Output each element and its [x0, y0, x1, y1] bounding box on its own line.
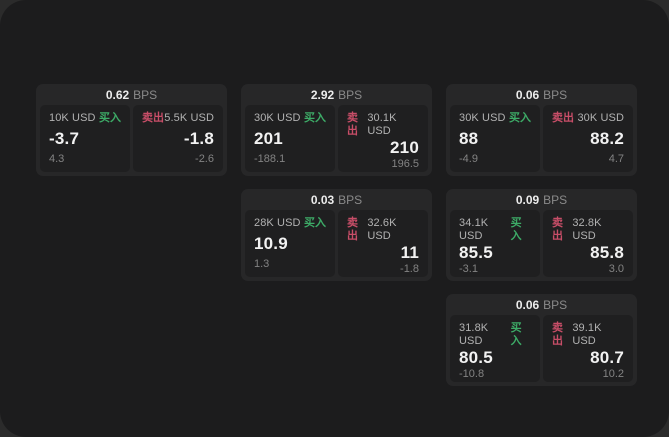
buy-notional: 31.8K USD	[459, 322, 489, 347]
buy-panel[interactable]: 31.8K USD 买入 80.5 -10.8	[450, 315, 540, 382]
bps-value: 0.06	[515, 87, 540, 102]
buy-tag: 买入	[99, 112, 121, 124]
quote-panels: 34.1K USD 买入 85.5 -3.1 卖出 32.8K USD 85.8…	[450, 210, 633, 277]
card-header: 0.06 BPS	[450, 84, 633, 105]
buy-panel[interactable]: 30K USD 买入 88 -4.9	[450, 105, 540, 172]
quote-panels: 10K USD 买入 -3.7 4.3 卖出 5.5K USD -1.8 -2.…	[40, 105, 223, 172]
sell-price: -1.8	[183, 129, 214, 148]
sell-notional: 5.5K USD	[164, 112, 214, 124]
card-header: 0.62 BPS	[40, 84, 223, 105]
sell-sub-value: -2.6	[195, 153, 214, 165]
bps-value: 0.62	[105, 87, 130, 102]
buy-panel[interactable]: 34.1K USD 买入 85.5 -3.1	[450, 210, 540, 277]
bps-unit-label: BPS	[543, 87, 568, 102]
quote-card: 0.06 BPS 31.8K USD 买入 80.5 -10.8 卖出 39.1…	[446, 294, 637, 386]
buy-price: 10.9	[254, 234, 288, 253]
sell-sub-value: 4.7	[608, 153, 624, 165]
sell-price: 80.7	[590, 348, 624, 367]
buy-price: 85.5	[459, 243, 493, 262]
sell-sub-value: 196.5	[391, 158, 419, 170]
sell-notional: 30K USD	[577, 112, 624, 124]
bps-unit-label: BPS	[543, 192, 568, 207]
buy-price: -3.7	[49, 129, 80, 148]
buy-sub-value: 1.3	[254, 258, 270, 270]
buy-price: 88	[459, 129, 479, 148]
sell-sub-value: 10.2	[602, 368, 624, 380]
quote-panels: 30K USD 买入 201 -188.1 卖出 30.1K USD 210 1…	[245, 105, 428, 172]
buy-notional: 10K USD	[49, 112, 96, 124]
buy-tag: 买入	[510, 217, 522, 242]
card-header: 0.03 BPS	[245, 189, 428, 210]
buy-notional: 30K USD	[459, 112, 506, 124]
bps-value: 2.92	[310, 87, 335, 102]
sell-panel[interactable]: 卖出 32.6K USD 11 -1.8	[338, 210, 428, 277]
sell-tag: 卖出	[552, 217, 563, 242]
buy-panel[interactable]: 10K USD 买入 -3.7 4.3	[40, 105, 130, 172]
bps-unit-label: BPS	[133, 87, 158, 102]
sell-sub-value: 3.0	[608, 263, 624, 275]
sell-price: 88.2	[590, 129, 624, 148]
quote-card: 0.03 BPS 28K USD 买入 10.9 1.3 卖出 32.6K US…	[241, 189, 432, 281]
bps-unit-label: BPS	[338, 87, 363, 102]
quote-panels: 28K USD 买入 10.9 1.3 卖出 32.6K USD 11 -1.8	[245, 210, 428, 277]
buy-price: 201	[254, 129, 283, 148]
bps-unit-label: BPS	[543, 297, 568, 312]
sell-tag: 卖出	[347, 112, 358, 137]
bps-value: 0.03	[310, 192, 335, 207]
sell-tag: 卖出	[552, 112, 574, 124]
buy-panel[interactable]: 28K USD 买入 10.9 1.3	[245, 210, 335, 277]
buy-sub-value: 4.3	[49, 153, 65, 165]
buy-tag: 买入	[510, 322, 522, 347]
sell-panel[interactable]: 卖出 30K USD 88.2 4.7	[543, 105, 633, 172]
cards-grid: 0.62 BPS 10K USD 买入 -3.7 4.3 卖出 5.5K USD…	[36, 84, 637, 386]
buy-tag: 买入	[304, 112, 326, 124]
card-header: 2.92 BPS	[245, 84, 428, 105]
buy-sub-value: -4.9	[459, 153, 478, 165]
quote-panels: 30K USD 买入 88 -4.9 卖出 30K USD 88.2 4.7	[450, 105, 633, 172]
sell-notional: 39.1K USD	[572, 322, 602, 347]
sell-notional: 32.6K USD	[367, 217, 397, 242]
quote-card: 0.06 BPS 30K USD 买入 88 -4.9 卖出 30K USD 8…	[446, 84, 637, 176]
bps-value: 0.06	[515, 297, 540, 312]
sell-notional: 30.1K USD	[367, 112, 397, 137]
sell-price: 11	[400, 243, 419, 262]
sell-tag: 卖出	[552, 322, 563, 347]
buy-notional: 34.1K USD	[459, 217, 489, 242]
sell-sub-value: -1.8	[400, 263, 419, 275]
sell-notional: 32.8K USD	[572, 217, 602, 242]
card-header: 0.06 BPS	[450, 294, 633, 315]
buy-sub-value: -3.1	[459, 263, 478, 275]
sell-price: 210	[390, 138, 419, 157]
sell-panel[interactable]: 卖出 30.1K USD 210 196.5	[338, 105, 428, 172]
buy-notional: 28K USD	[254, 217, 301, 229]
sell-panel[interactable]: 卖出 39.1K USD 80.7 10.2	[543, 315, 633, 382]
sell-panel[interactable]: 卖出 5.5K USD -1.8 -2.6	[133, 105, 223, 172]
quote-card: 0.09 BPS 34.1K USD 买入 85.5 -3.1 卖出 32.8K…	[446, 189, 637, 281]
bps-value: 0.09	[515, 192, 540, 207]
sell-panel[interactable]: 卖出 32.8K USD 85.8 3.0	[543, 210, 633, 277]
quote-card: 0.62 BPS 10K USD 买入 -3.7 4.3 卖出 5.5K USD…	[36, 84, 227, 176]
buy-panel[interactable]: 30K USD 买入 201 -188.1	[245, 105, 335, 172]
sell-tag: 卖出	[142, 112, 164, 124]
buy-tag: 买入	[509, 112, 531, 124]
buy-notional: 30K USD	[254, 112, 301, 124]
card-header: 0.09 BPS	[450, 189, 633, 210]
sell-tag: 卖出	[347, 217, 358, 242]
buy-tag: 买入	[304, 217, 326, 229]
sell-price: 85.8	[590, 243, 624, 262]
buy-price: 80.5	[459, 348, 493, 367]
buy-sub-value: -188.1	[254, 153, 286, 165]
quote-card: 2.92 BPS 30K USD 买入 201 -188.1 卖出 30.1K …	[241, 84, 432, 176]
quote-panels: 31.8K USD 买入 80.5 -10.8 卖出 39.1K USD 80.…	[450, 315, 633, 382]
bps-unit-label: BPS	[338, 192, 363, 207]
buy-sub-value: -10.8	[459, 368, 485, 380]
